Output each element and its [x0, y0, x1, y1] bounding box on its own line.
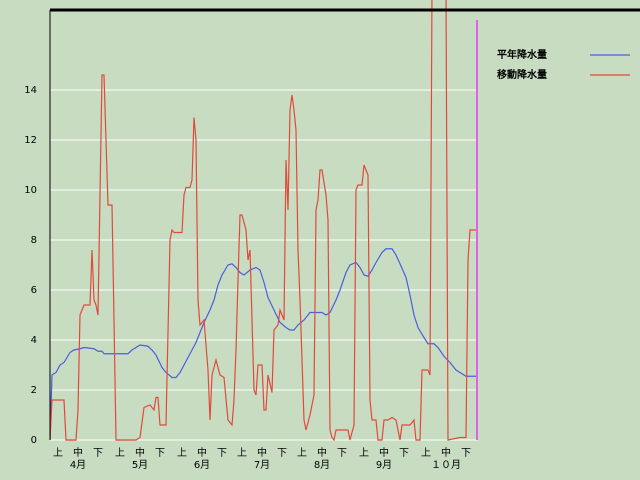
grid [50, 89, 478, 441]
x-tick-label: 上 [421, 447, 431, 459]
month-label: 9月 [376, 459, 392, 471]
x-tick-label: 下 [217, 448, 227, 459]
y-tick-label: 4 [31, 335, 37, 346]
y-tick-label: 8 [31, 235, 37, 246]
x-tick-label: 中 [135, 446, 145, 459]
labels: 02468101214上中下上中下上中下上中下上中下上中下上中下4月 5月 6月 7月… [24, 48, 630, 471]
x-tick-label: 下 [277, 448, 287, 459]
month-label: 5月 [132, 459, 148, 471]
x-tick-label: 下 [399, 448, 409, 459]
legend-label: 平年降水量 [497, 48, 547, 61]
y-tick-label: 14 [24, 85, 37, 96]
x-tick-label: 中 [317, 446, 327, 459]
month-label: 6月 [194, 459, 210, 471]
x-tick-label: 上 [237, 447, 247, 459]
month-label: １０月 [431, 459, 461, 471]
x-tick-label: 下 [337, 448, 347, 459]
y-tick-label: 12 [24, 135, 37, 146]
legend-label: 移動降水量 [497, 68, 547, 81]
x-tick-label: 上 [115, 447, 125, 459]
x-tick-label: 中 [197, 446, 207, 459]
plot-lines [50, 0, 478, 441]
x-tick-label: 中 [441, 446, 451, 459]
y-tick-label: 6 [31, 285, 37, 296]
month-label: 4月 [70, 459, 86, 471]
series-line [50, 0, 476, 441]
month-label: 7月 [254, 459, 270, 471]
month-label: 8月 [314, 459, 330, 471]
y-tick-label: 0 [31, 435, 37, 446]
y-tick-label: 2 [31, 385, 37, 396]
x-tick-label: 中 [73, 446, 83, 459]
x-tick-label: 中 [379, 446, 389, 459]
x-tick-label: 下 [93, 448, 103, 459]
y-tick-label: 10 [24, 185, 37, 196]
series-line [50, 248, 478, 441]
x-tick-label: 下 [155, 448, 165, 459]
x-tick-label: 上 [297, 447, 307, 459]
x-tick-label: 中 [257, 446, 267, 459]
x-tick-label: 上 [53, 447, 63, 459]
x-tick-label: 上 [359, 447, 369, 459]
x-tick-label: 下 [461, 448, 471, 459]
x-tick-label: 上 [177, 447, 187, 459]
